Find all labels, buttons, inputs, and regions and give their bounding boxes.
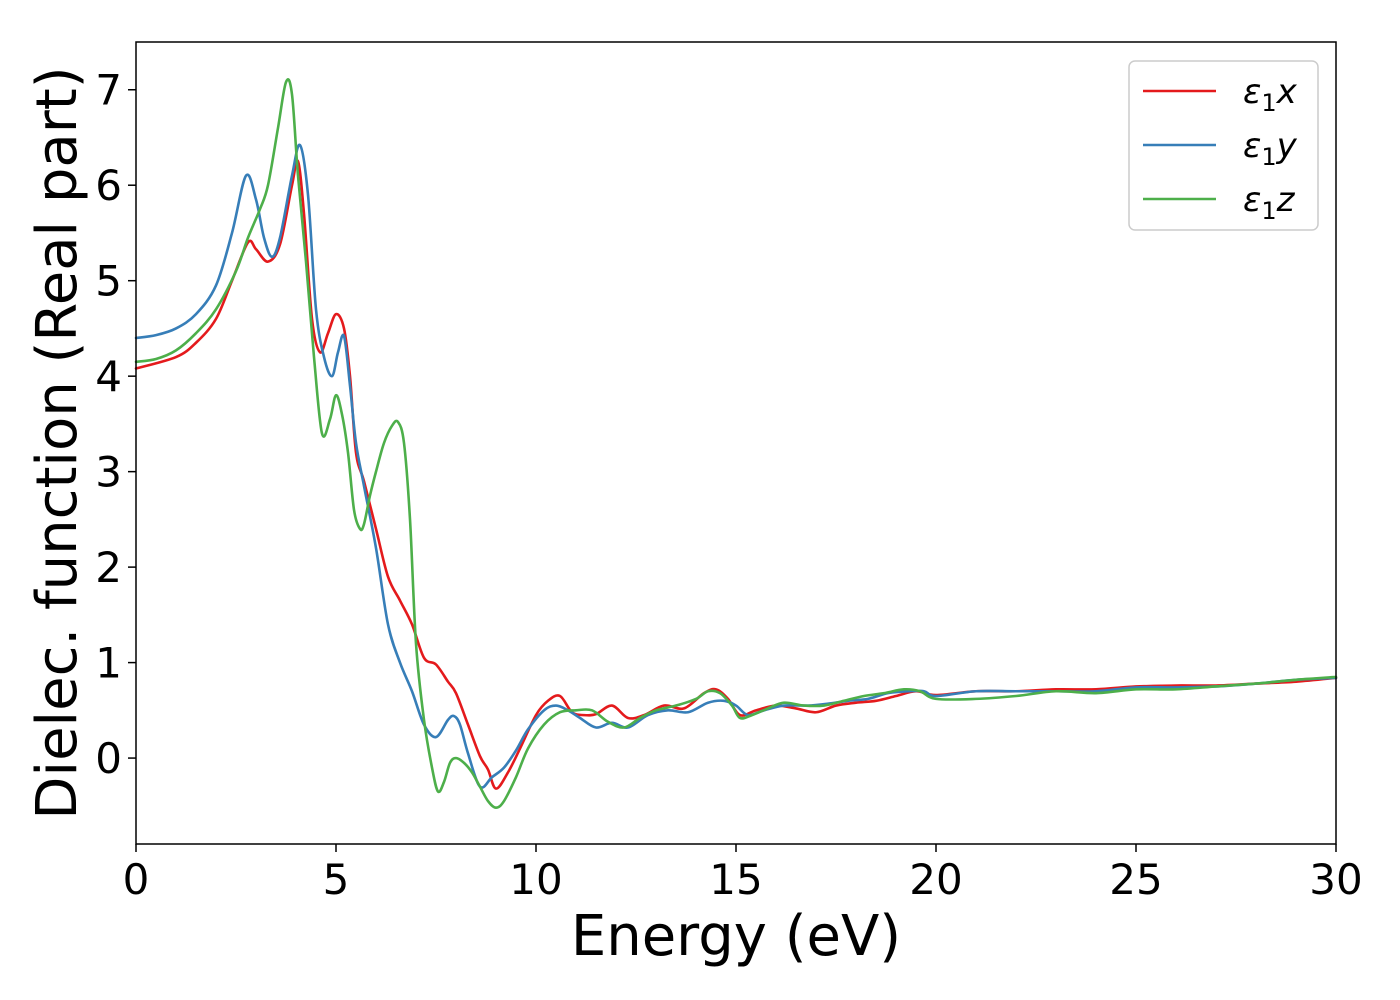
x-tick-label: 10 bbox=[509, 855, 562, 904]
y-tick-label: 7 bbox=[95, 66, 122, 115]
y-tick-label: 6 bbox=[95, 161, 122, 210]
legend-label-z: ε1z bbox=[1243, 180, 1296, 225]
legend-box bbox=[1128, 60, 1319, 231]
y-tick-label: 3 bbox=[95, 448, 122, 497]
y-tick-label: 1 bbox=[95, 639, 122, 688]
x-tick-label: 30 bbox=[1309, 855, 1362, 904]
series-layer bbox=[134, 78, 1338, 810]
series-line-y bbox=[134, 143, 1338, 789]
y-tick-label: 0 bbox=[95, 734, 122, 783]
y-tick-label: 4 bbox=[95, 352, 122, 401]
legend-label-y: ε1y bbox=[1243, 126, 1298, 171]
series-line-z bbox=[134, 78, 1338, 810]
x-tick-label: 5 bbox=[323, 855, 350, 904]
x-tick-label: 25 bbox=[1109, 855, 1162, 904]
y-tick-label: 2 bbox=[95, 543, 122, 592]
x-tick-label: 20 bbox=[909, 855, 962, 904]
legend: ε1x ε1y ε1z bbox=[1128, 60, 1319, 231]
x-axis-title: Energy (eV) bbox=[571, 904, 901, 969]
y-axis-title: Dielec. function (Real part) bbox=[25, 66, 90, 819]
y-tick-label: 5 bbox=[95, 257, 122, 306]
x-axis: 0 5 10 15 20 25 30 bbox=[123, 844, 1363, 904]
x-tick-label: 0 bbox=[123, 855, 150, 904]
y-axis: 0 1 2 3 4 5 6 7 bbox=[95, 66, 136, 783]
legend-label-x: ε1x bbox=[1243, 72, 1298, 117]
x-tick-label: 15 bbox=[709, 855, 762, 904]
